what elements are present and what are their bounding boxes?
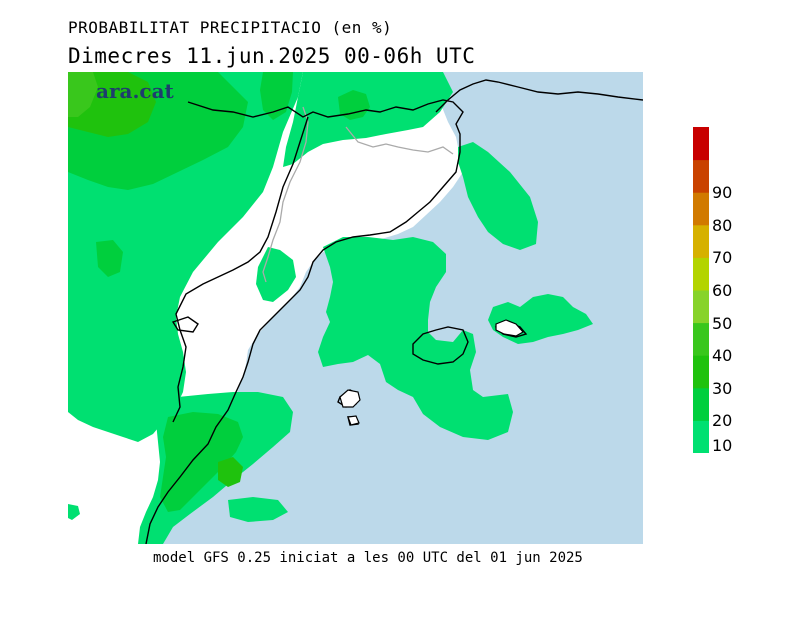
legend-label: 40 <box>712 346 733 366</box>
legend-band <box>693 387 709 421</box>
islands <box>339 319 524 426</box>
legend-band <box>693 127 709 161</box>
legend-label: 10 <box>712 436 733 455</box>
model-info: model GFS 0.25 iniciat a les 00 UTC del … <box>153 550 583 566</box>
probability-legend <box>693 127 709 453</box>
legend-label: 70 <box>712 248 733 268</box>
legend-label: 80 <box>712 215 733 235</box>
brand-logo: ara.cat <box>96 79 175 103</box>
forecast-period: Dimecres 11.jun.2025 00-06h UTC <box>68 44 476 68</box>
precipitation-map: ara.cat <box>68 72 643 544</box>
prob-40-areas <box>68 72 98 117</box>
legend-band <box>693 355 709 389</box>
legend-label: 90 <box>712 183 733 203</box>
chart-title: PROBABILITAT PRECIPITACIO (en %) <box>68 18 393 37</box>
legend-band <box>693 420 709 453</box>
legend-label: 30 <box>712 378 733 398</box>
border-lines <box>262 106 454 283</box>
legend-band <box>693 159 709 193</box>
legend-band <box>693 192 709 226</box>
legend-label: 50 <box>712 313 733 333</box>
legend-band <box>693 322 709 356</box>
legend-label: 60 <box>712 281 733 300</box>
legend-label: 20 <box>712 411 733 431</box>
legend-band <box>693 290 709 324</box>
legend-band <box>693 224 709 258</box>
legend-band <box>693 257 709 291</box>
